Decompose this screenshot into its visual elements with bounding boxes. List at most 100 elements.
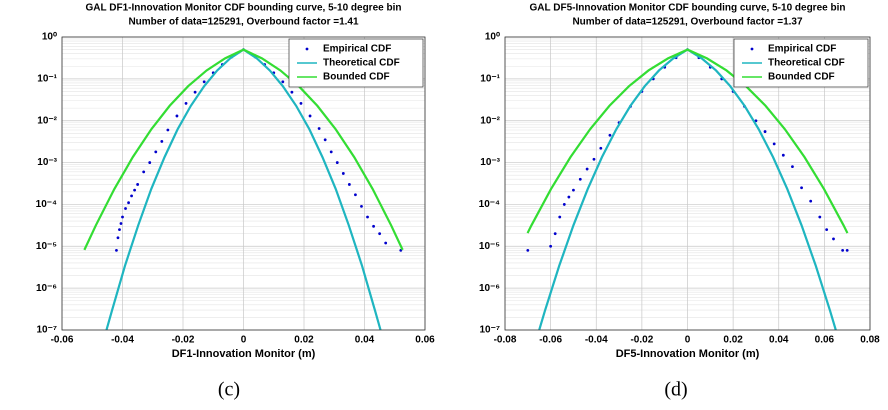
caption: (c) bbox=[218, 379, 240, 401]
x-tick-label: -0.06 bbox=[51, 335, 74, 346]
cdf-point bbox=[329, 150, 333, 154]
x-tick-label: 0.06 bbox=[415, 335, 435, 346]
cdf-point bbox=[578, 177, 582, 181]
y-tick-label: 10⁻⁷ bbox=[479, 325, 500, 336]
x-tick-label: 0 bbox=[685, 335, 691, 346]
cdf-point bbox=[558, 215, 562, 219]
series-group bbox=[83, 48, 404, 330]
y-tick-label: 10⁰ bbox=[42, 32, 57, 43]
cdf-point bbox=[281, 80, 285, 84]
cdf-point bbox=[341, 172, 345, 175]
legend-label: Theoretical CDF bbox=[768, 58, 845, 69]
x-tick-label: 0.04 bbox=[355, 335, 375, 346]
axes-frame bbox=[504, 36, 871, 331]
y-tick-label: 10⁰ bbox=[485, 32, 500, 43]
series-group bbox=[526, 48, 849, 330]
cdf-point bbox=[608, 133, 612, 137]
x-tick-label: 0.08 bbox=[860, 335, 880, 346]
legend-label: Bounded CDF bbox=[323, 72, 390, 83]
y-tick-label: 10⁻⁶ bbox=[479, 283, 500, 294]
cdf-point bbox=[308, 114, 312, 118]
cdf-point bbox=[193, 90, 197, 94]
x-tick-label: -0.04 bbox=[585, 335, 608, 346]
y-tick-label: 10⁻⁴ bbox=[36, 199, 57, 210]
x-tick-label: 0.02 bbox=[723, 335, 743, 346]
y-tick-label: 10⁻¹ bbox=[480, 73, 500, 84]
axes-frame bbox=[61, 36, 426, 331]
cdf-point bbox=[832, 237, 835, 241]
cdf-point bbox=[599, 146, 603, 150]
y-tick-label: 10⁻³ bbox=[480, 157, 500, 168]
x-tick-label: -0.06 bbox=[539, 335, 562, 346]
x-tick-label: 0.04 bbox=[769, 335, 789, 346]
cdf-point bbox=[825, 228, 829, 232]
chart-title: GAL DF1-Innovation Monitor CDF bounding … bbox=[86, 3, 402, 14]
y-tick-label: 10⁻² bbox=[37, 115, 57, 126]
cdf-point bbox=[130, 194, 133, 198]
legend-swatch bbox=[750, 47, 754, 51]
y-tick-label: 10⁻¹ bbox=[37, 73, 57, 84]
cdf-point bbox=[763, 130, 767, 133]
legend: Empirical CDF Theoretical CDF Bounded CDF bbox=[288, 38, 424, 88]
cdf-point bbox=[148, 161, 152, 164]
y-tick-label: 10⁻⁴ bbox=[479, 199, 500, 210]
cdf-point bbox=[378, 232, 382, 236]
cdf-point bbox=[567, 195, 571, 199]
cdf-point bbox=[133, 188, 137, 192]
cdf-point bbox=[800, 186, 803, 190]
cdf-point bbox=[317, 127, 321, 130]
cdf-point bbox=[553, 232, 557, 236]
cdf-point bbox=[175, 114, 179, 118]
cdf-point bbox=[845, 248, 849, 252]
cdf-point bbox=[772, 142, 776, 146]
cdf-point bbox=[781, 153, 785, 157]
cdf-point bbox=[121, 215, 124, 219]
x-tick-label: 0.06 bbox=[815, 335, 835, 346]
cdf-point bbox=[118, 228, 121, 232]
caption: (d) bbox=[664, 379, 687, 401]
legend-label: Empirical CDF bbox=[768, 44, 836, 55]
chart-panel: GAL DF1-Innovation Monitor CDF bounding … bbox=[36, 3, 436, 401]
cdf-point bbox=[585, 167, 589, 171]
cdf-point bbox=[323, 138, 327, 142]
cdf-point bbox=[384, 241, 388, 245]
cdf-point bbox=[809, 199, 813, 203]
cdf-point bbox=[354, 193, 357, 197]
legend-label: Theoretical CDF bbox=[323, 58, 400, 69]
cdf-point bbox=[184, 101, 188, 105]
x-tick-label: 0 bbox=[241, 335, 247, 346]
legend-swatch bbox=[305, 47, 309, 51]
y-tick-label: 10⁻³ bbox=[37, 157, 57, 168]
cdf-point bbox=[347, 183, 351, 186]
y-tick-label: 10⁻⁶ bbox=[36, 283, 57, 294]
cdf-point bbox=[299, 101, 303, 105]
x-tick-label: -0.04 bbox=[111, 335, 134, 346]
x-tick-label: -0.02 bbox=[172, 335, 195, 346]
chart-title: GAL DF5-Innovation Monitor CDF bounding … bbox=[530, 3, 846, 14]
cdf-point bbox=[360, 204, 363, 208]
cdf-point bbox=[549, 244, 553, 248]
cdf-point bbox=[841, 248, 845, 252]
y-tick-label: 10⁻² bbox=[480, 115, 500, 126]
chart-panel: GAL DF5-Innovation Monitor CDF bounding … bbox=[479, 3, 881, 401]
cdf-point bbox=[335, 161, 339, 164]
cdf-point bbox=[127, 201, 130, 205]
cdf-line bbox=[526, 48, 849, 234]
cdf-point bbox=[791, 165, 794, 169]
x-tick-label: -0.02 bbox=[630, 335, 653, 346]
x-tick-label: -0.08 bbox=[494, 335, 517, 346]
cdf-point bbox=[142, 170, 146, 174]
cdf-point bbox=[572, 188, 575, 192]
legend: Empirical CDF Theoretical CDF Bounded CDF bbox=[733, 38, 869, 88]
y-tick-label: 10⁻⁵ bbox=[479, 241, 500, 252]
cdf-point bbox=[372, 224, 375, 228]
cdf-point bbox=[818, 215, 822, 219]
legend-label: Bounded CDF bbox=[768, 72, 835, 83]
cdf-point bbox=[592, 157, 596, 161]
cdf-point bbox=[124, 207, 127, 210]
x-axis-label: DF5-Innovation Monitor (m) bbox=[616, 348, 760, 360]
legend-label: Empirical CDF bbox=[323, 44, 391, 55]
cdf-point bbox=[166, 128, 170, 132]
cdf-line bbox=[83, 48, 404, 251]
